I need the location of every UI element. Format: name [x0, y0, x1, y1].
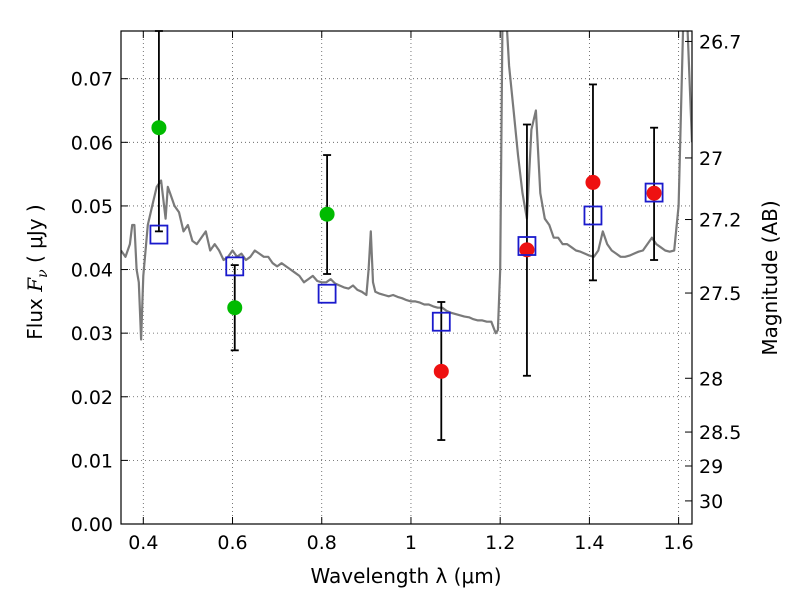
y-tick-label: 0.03 [71, 323, 113, 345]
green-data-point [319, 206, 335, 222]
ticks: 0.4 0.6 0.8 1 1.2 1.4 1.6 0.00 0.01 0.02 0.03 0.04 0… [71, 31, 741, 554]
y-axis-label-subscript: ν [35, 269, 51, 278]
model-flux-square [583, 205, 603, 226]
model-flux-square [517, 236, 537, 256]
y2-tick-label: 27.2 [699, 210, 741, 232]
y2-tick-label: 28 [699, 368, 723, 390]
green-data-point [151, 120, 167, 136]
y-tick-label: 0.06 [71, 132, 113, 154]
y-tick-label: 0.02 [71, 387, 113, 409]
red-data-point [585, 174, 601, 190]
y2-tick-label: 28.5 [699, 422, 741, 444]
x-tick-label: 1.4 [574, 532, 604, 554]
green-data-point [227, 300, 243, 316]
x-tick-label: 1.6 [664, 532, 694, 554]
x-axis-label: Wavelength λ (μm) [310, 564, 501, 588]
x-tick-label: 1 [405, 532, 417, 554]
y-axis-label: Flux Fν ( μJy ) [23, 204, 51, 339]
model-spectrum-line [121, 31, 692, 341]
model-flux-square [317, 283, 337, 304]
x-tick-label: 0.6 [217, 532, 247, 554]
plot-frame [120, 30, 693, 525]
y2-tick-label: 27.5 [699, 283, 741, 305]
red-data-point [646, 185, 662, 201]
model-flux-square [431, 311, 451, 332]
y2-tick-label: 30 [699, 491, 723, 513]
marker-layer [149, 120, 664, 379]
model-flux-square [644, 182, 664, 203]
red-data-point [433, 363, 449, 379]
x-tick-label: 0.8 [307, 532, 337, 554]
y-tick-label: 0.07 [71, 69, 113, 91]
y-tick-label: 0.04 [71, 260, 113, 282]
y-axis-label-post: ( μJy ) [23, 204, 47, 269]
x-tick-label: 1.2 [485, 532, 515, 554]
y-tick-label: 0.01 [71, 450, 113, 472]
y2-axis-label: Magnitude (AB) [758, 200, 782, 355]
model-flux-square [225, 256, 245, 277]
model-flux-square [149, 224, 169, 245]
y-axis-label-symbol: F [23, 277, 47, 293]
red-data-point [519, 242, 535, 258]
spectrum-layer [121, 31, 692, 341]
y2-tick-label: 26.7 [699, 31, 741, 53]
y-tick-label: 0.05 [71, 196, 113, 218]
y2-tick-label: 29 [699, 456, 723, 478]
y-axis-label-pre: Flux [23, 292, 47, 340]
y-tick-label: 0.00 [71, 514, 113, 536]
x-tick-label: 0.4 [128, 532, 158, 554]
y2-tick-label: 27 [699, 148, 723, 170]
